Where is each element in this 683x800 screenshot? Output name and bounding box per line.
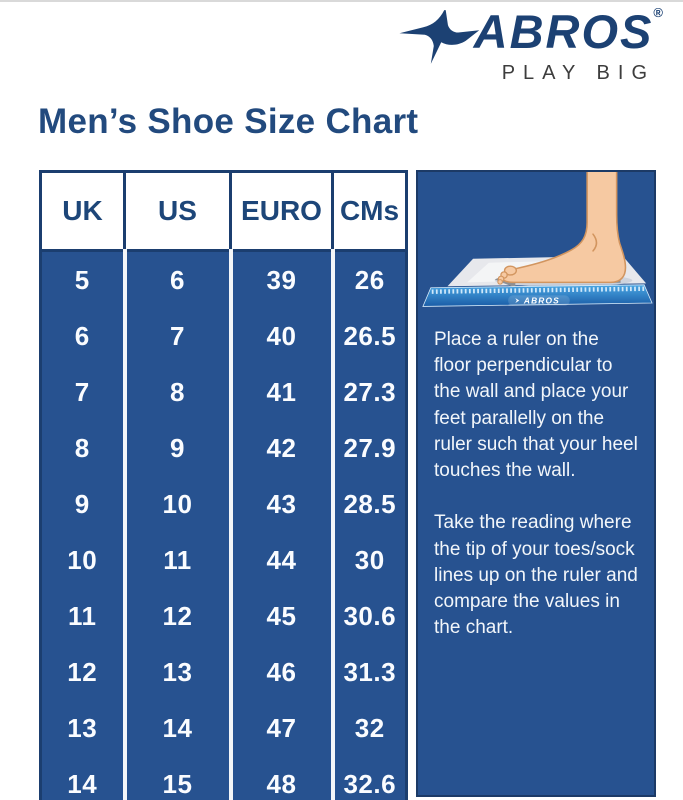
size-cell: 12	[67, 656, 98, 687]
column-header-euro: EURO	[229, 170, 334, 252]
size-cell: 27.9	[330, 420, 407, 476]
size-cell: 10	[67, 544, 98, 575]
size-cell: 40	[228, 308, 333, 364]
size-cell: 39	[228, 250, 333, 308]
registered-mark: ®	[653, 5, 663, 20]
column-header-cms: CMs	[331, 170, 408, 252]
size-cell: 26	[330, 250, 407, 308]
size-cell: 6	[74, 320, 90, 351]
size-cell: 6	[122, 250, 231, 308]
size-cell: 30.6	[330, 588, 407, 644]
table-header-row: UK US EURO CMs	[39, 170, 408, 252]
table-row: 12 13 46 31.3	[41, 644, 407, 700]
size-cell: 8	[74, 432, 90, 463]
svg-text:ABROS: ABROS	[523, 295, 560, 305]
size-cell: 14	[122, 700, 231, 756]
size-chart-table: UK US EURO CMs 5 6 39 26 6 7 40 26.5 7 8 41 27.3 8 9 42 27…	[39, 170, 408, 800]
size-cell: 12	[122, 588, 231, 644]
size-cell: 9	[74, 488, 90, 519]
instructions-panel: ABROS Place a ruler on the floor perpend…	[416, 170, 656, 797]
table-row: 10 11 44 30	[41, 532, 407, 588]
size-cell: 31.3	[330, 644, 407, 700]
column-header-uk: UK	[39, 170, 126, 252]
table-row: 13 14 47 32	[41, 700, 407, 756]
size-cell: 7	[122, 308, 231, 364]
foot-measurement-illustration: ABROS	[422, 172, 653, 307]
table-row: 6 7 40 26.5	[41, 308, 407, 364]
instruction-paragraph-1: Place a ruler on the floor perpendicular…	[434, 329, 638, 482]
abros-logo: ABROS®	[398, 6, 663, 66]
size-cell: 44	[228, 532, 333, 588]
table-row: 14 15 48 32.6	[41, 756, 407, 800]
size-cell: 26.5	[330, 308, 407, 364]
size-cell: 32.6	[330, 756, 407, 800]
content-area: UK US EURO CMs 5 6 39 26 6 7 40 26.5 7 8 41 27.3 8 9 42 27…	[39, 170, 656, 800]
abros-star-icon	[399, 10, 479, 64]
size-cell: 45	[228, 588, 333, 644]
size-cell: 48	[228, 756, 333, 800]
size-cell: 11	[122, 532, 231, 588]
size-cell: 46	[228, 644, 333, 700]
page-title: Men’s Shoe Size Chart	[38, 102, 419, 141]
size-cell: 42	[228, 420, 333, 476]
table-row: 5 6 39 26	[41, 250, 407, 308]
table-row: 11 12 45 30.6	[41, 588, 407, 644]
table-row: 9 10 43 28.5	[41, 476, 407, 532]
size-cell: 13	[122, 644, 231, 700]
size-cell: 28.5	[330, 476, 407, 532]
brand-name: ABROS	[473, 5, 654, 58]
table-row: 7 8 41 27.3	[41, 364, 407, 420]
size-cell: 30	[330, 532, 407, 588]
size-cell: 27.3	[330, 364, 407, 420]
foot-graphic	[497, 172, 627, 285]
size-cell: 5	[74, 264, 90, 295]
size-cell: 13	[67, 712, 98, 743]
table-row: 8 9 42 27.9	[41, 420, 407, 476]
brand-header: ABROS® PLAY BIG	[398, 6, 663, 85]
size-cell: 8	[122, 364, 231, 420]
ruler-brand-label: ABROS	[508, 295, 570, 306]
size-cell: 15	[122, 756, 231, 800]
ruler-ticks	[431, 286, 646, 294]
ruler-bar: ABROS	[422, 284, 653, 307]
size-cell: 41	[228, 364, 333, 420]
size-cell: 11	[68, 600, 97, 631]
instruction-paragraph-2: Take the reading where the tip of your t…	[434, 512, 638, 639]
column-header-us: US	[123, 170, 232, 252]
size-cell: 14	[67, 768, 98, 799]
size-cell: 43	[228, 476, 333, 532]
size-cell: 7	[74, 376, 90, 407]
size-cell: 47	[228, 700, 333, 756]
size-cell: 32	[330, 700, 407, 756]
brand-tagline: PLAY BIG	[501, 62, 655, 84]
brand-name-wrap: ABROS®	[474, 6, 663, 58]
size-cell: 10	[122, 476, 231, 532]
size-cell: 9	[122, 420, 231, 476]
